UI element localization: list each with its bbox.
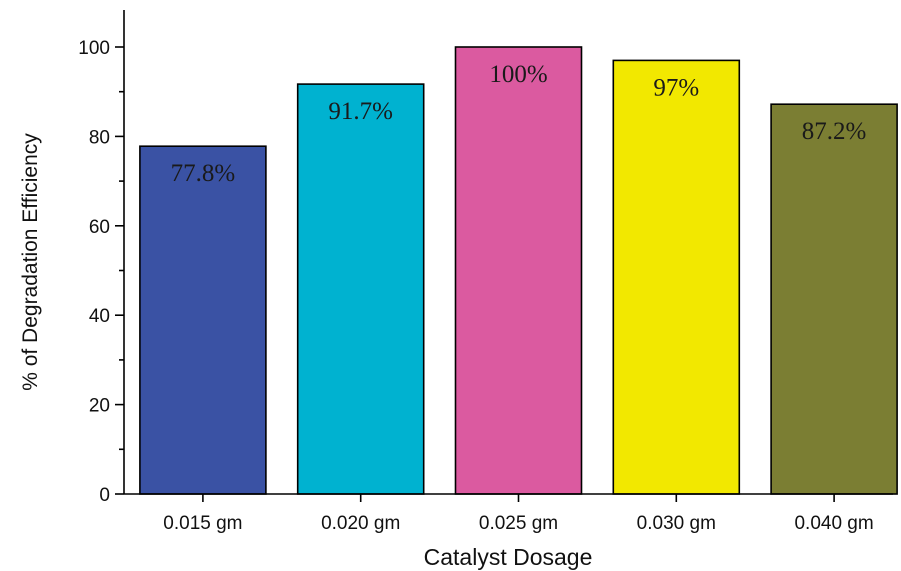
y-tick-label: 20 <box>89 396 110 417</box>
x-tick-label: 0.020 gm <box>321 513 400 534</box>
bar-0-040-gm <box>770 103 898 495</box>
x-tick-label: 0.015 gm <box>163 513 242 534</box>
data-label: 100% <box>489 61 547 88</box>
y-tick-label: 0 <box>99 485 110 506</box>
bar-0-030-gm <box>612 59 741 495</box>
data-label: 91.7% <box>328 98 393 125</box>
axes-layer: 0 20 40 60 80 100 0.015 gm 0.020 gm 0.025 gm 0.03… <box>78 10 893 534</box>
y-tick-label: 100 <box>78 38 110 59</box>
bar-0-015-gm <box>139 145 267 495</box>
bar-0-020-gm <box>296 83 425 495</box>
y-tick-label: 80 <box>89 127 110 148</box>
bars-layer <box>139 46 898 495</box>
data-labels-layer: 77.8% 91.7% 100% 97% 87.2% <box>171 61 867 187</box>
data-label: 87.2% <box>802 118 867 145</box>
data-label: 77.8% <box>171 160 236 187</box>
y-tick-label: 60 <box>89 217 110 238</box>
y-axis-title: % of Degradation Efficiency <box>19 133 42 391</box>
x-tick-label: 0.030 gm <box>637 513 716 534</box>
data-label: 97% <box>653 74 699 101</box>
x-tick-label: 0.025 gm <box>479 513 558 534</box>
bar-0-025-gm <box>454 46 583 495</box>
x-tick-label: 0.040 gm <box>794 513 873 534</box>
y-tick-label: 40 <box>89 306 110 327</box>
x-axis-title: Catalyst Dosage <box>424 544 593 570</box>
